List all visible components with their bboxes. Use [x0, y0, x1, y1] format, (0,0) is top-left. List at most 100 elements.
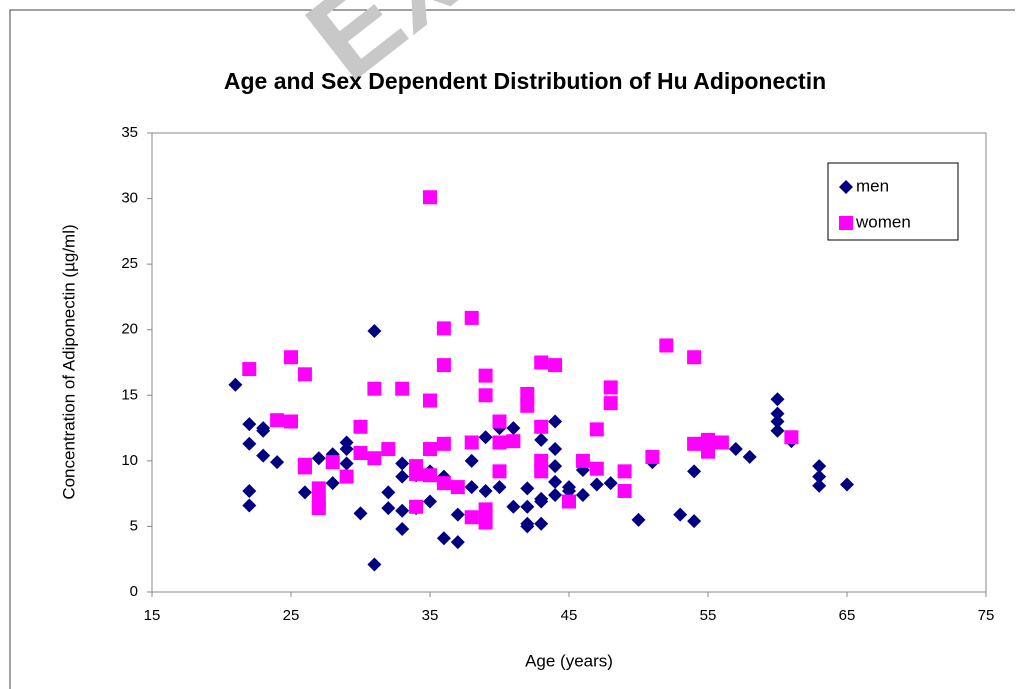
point [534, 419, 549, 434]
point [270, 413, 285, 428]
point [687, 436, 702, 451]
x-tick-label: 65 [839, 607, 856, 624]
point [423, 494, 437, 509]
point [742, 449, 757, 464]
legend-marker [839, 180, 853, 194]
point [520, 481, 535, 496]
point [395, 381, 410, 396]
point [242, 484, 257, 499]
point [770, 392, 785, 407]
point [284, 414, 298, 429]
x-tick-label: 35 [422, 607, 439, 624]
point [589, 461, 604, 476]
point [603, 476, 618, 491]
point [353, 445, 368, 460]
x-tick-label: 45 [561, 607, 578, 624]
point [548, 358, 563, 373]
point [436, 476, 451, 491]
point [353, 506, 368, 521]
point [812, 469, 827, 484]
point [436, 321, 451, 336]
point [381, 501, 396, 516]
point [395, 503, 410, 518]
point [409, 466, 424, 481]
point [687, 514, 702, 529]
point [575, 487, 590, 502]
point [381, 442, 396, 457]
y-tick-label: 10 [121, 452, 138, 469]
point [687, 350, 702, 365]
point [478, 388, 493, 403]
point [367, 451, 382, 466]
point [450, 535, 465, 550]
point [242, 362, 257, 377]
point [395, 469, 410, 484]
point [339, 469, 354, 484]
point [492, 435, 507, 450]
point [534, 516, 549, 531]
point [701, 444, 715, 459]
point [520, 519, 535, 534]
x-tick-label: 15 [144, 607, 161, 624]
point [812, 459, 827, 474]
point [575, 453, 590, 468]
point [436, 531, 451, 546]
point [297, 485, 312, 500]
point [464, 480, 479, 495]
point [311, 481, 326, 496]
x-axis-label: Age (years) [525, 651, 613, 670]
point [339, 456, 354, 471]
point [325, 455, 340, 470]
point [409, 499, 424, 514]
point [492, 480, 507, 495]
point [228, 377, 243, 392]
point [284, 350, 298, 365]
y-tick-label: 5 [130, 517, 138, 534]
legend-label: women [855, 212, 911, 231]
point [562, 494, 576, 509]
point [548, 459, 563, 474]
point [436, 358, 451, 373]
point [395, 522, 410, 537]
point [770, 414, 785, 429]
point [520, 386, 535, 401]
point [534, 494, 549, 509]
point [728, 442, 743, 457]
point [506, 421, 521, 436]
point [840, 477, 854, 492]
point [242, 436, 257, 451]
x-tick-label: 75 [978, 607, 995, 624]
point [436, 436, 451, 451]
point [242, 498, 257, 513]
point [339, 442, 354, 457]
point [464, 435, 479, 450]
point [464, 310, 479, 325]
point [589, 422, 604, 437]
point [367, 381, 382, 396]
point [812, 478, 827, 493]
point [450, 480, 465, 495]
point [478, 502, 493, 517]
point [506, 434, 521, 449]
point [520, 499, 535, 514]
point [423, 442, 437, 457]
point [617, 464, 632, 479]
point [353, 419, 368, 434]
x-tick-label: 25 [283, 607, 300, 624]
point [603, 380, 618, 395]
point [534, 464, 549, 479]
point [311, 451, 326, 466]
point [548, 474, 563, 489]
point [423, 468, 437, 483]
frame [9, 9, 1015, 689]
point [645, 449, 660, 464]
chart-title: Age and Sex Dependent Distribution of Hu… [224, 68, 826, 94]
point [464, 453, 479, 468]
point [367, 557, 382, 572]
point [256, 448, 271, 463]
y-axis-label: Concentration of Adiponectin (µg/ml) [59, 224, 78, 499]
y-tick-label: 20 [121, 321, 138, 338]
point [492, 414, 507, 429]
point [242, 417, 257, 432]
